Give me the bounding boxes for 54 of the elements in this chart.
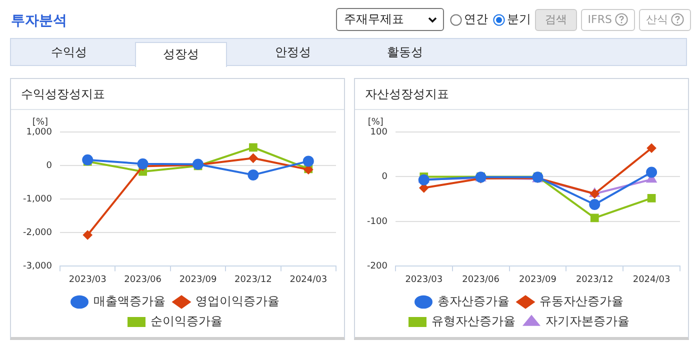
x-tick-label: 2023/03	[68, 274, 106, 285]
text: 투자분석	[11, 12, 67, 30]
x-tick-label: 2023/12	[234, 274, 272, 285]
y-axis-title: [%]	[368, 117, 384, 128]
text: 주재무제표	[344, 11, 404, 28]
legend-label: 유형자산증가율	[432, 314, 516, 328]
y-tick-label: -200	[366, 262, 388, 272]
text: 안정성	[274, 44, 312, 61]
point	[589, 198, 600, 210]
point	[137, 158, 148, 170]
x-tick-label: 2023/06	[124, 274, 162, 285]
text: 검색	[534, 8, 577, 30]
point	[647, 144, 656, 153]
y-tick-label: 0	[382, 172, 388, 182]
y-tick-label: 1,000	[26, 127, 52, 138]
point	[646, 166, 658, 178]
legend-label: 유동자산증가율	[540, 294, 624, 308]
text: 수익성	[50, 44, 88, 61]
text: 산식	[639, 8, 691, 30]
point	[249, 143, 258, 152]
legend-label: 매출액증가율	[94, 294, 166, 308]
legend-label: 영업이익증가율	[196, 294, 280, 308]
legend-label: 총자산증가율	[438, 294, 510, 308]
x-tick-label: 2023/03	[405, 274, 443, 285]
x-tick-label: 2023/09	[179, 274, 217, 285]
point	[83, 230, 92, 240]
text: 활동성	[386, 44, 424, 61]
point	[248, 169, 259, 180]
y-tick-label: -1,000	[22, 194, 52, 204]
chart-title: 자산성장성지표	[355, 79, 688, 110]
y-tick-label: -2,000	[22, 228, 52, 238]
x-tick-label: 2023/09	[519, 274, 557, 285]
chart-title: 수익성장성지표	[11, 79, 344, 110]
y-tick-label: -3,000	[22, 262, 52, 272]
text: 연간	[462, 11, 488, 28]
text: IFRS	[580, 8, 635, 30]
y-tick-label: 0	[46, 160, 52, 171]
x-tick-label: 2023/12	[576, 274, 614, 285]
point	[302, 156, 314, 167]
x-tick-label: 2023/06	[462, 274, 500, 285]
x-tick-label: 2024/03	[290, 274, 328, 285]
legend-label: 순이익증가율	[150, 314, 222, 328]
point	[590, 214, 599, 222]
point	[248, 154, 258, 163]
point	[418, 174, 430, 186]
legend-label: 자기자본증가율	[546, 314, 630, 328]
x-tick-label: 2024/03	[632, 274, 670, 285]
y-axis-title: [%]	[32, 117, 48, 128]
text: 성장성	[135, 42, 227, 67]
y-tick-label: 100	[370, 127, 388, 138]
text: 분기	[506, 11, 531, 28]
point	[82, 154, 94, 166]
point	[647, 194, 656, 202]
y-tick-label: -100	[366, 216, 388, 227]
